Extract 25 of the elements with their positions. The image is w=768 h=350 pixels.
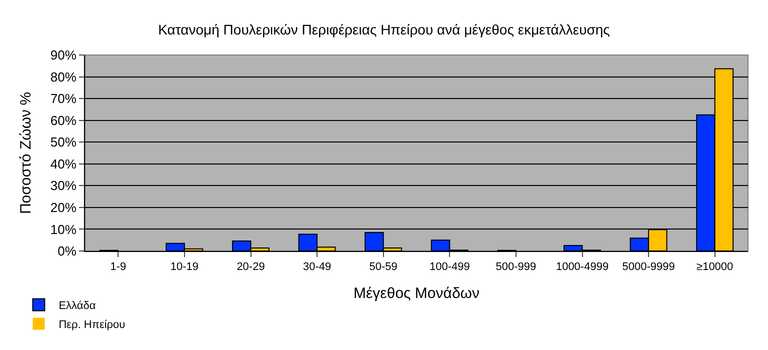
x-tick-label: 1000-4999: [556, 261, 609, 274]
x-tick-label: 5000-9999: [622, 261, 675, 274]
x-tick-label: 100-499: [429, 261, 470, 274]
x-tick-label: ≥10000: [696, 261, 734, 274]
y-tick-label: 90%: [50, 48, 77, 63]
y-tick-label: 70%: [50, 91, 77, 106]
y-tick-label: 20%: [50, 200, 77, 215]
y-tick-label: 40%: [50, 156, 77, 172]
y-tick-label: 60%: [50, 112, 77, 128]
x-tick-label: 1-9: [110, 261, 126, 274]
y-tick-label: 80%: [50, 69, 77, 84]
chart-title: Κατανομή Πουλερικών Περιφέρειας Ηπείρου ανά μέγεθος εκμετάλλευσης: [158, 21, 610, 38]
x-tick-label: 10-19: [170, 261, 199, 274]
y-tick-label: 10%: [50, 222, 77, 237]
legend-label: Περ. Ηπείρου: [58, 318, 126, 331]
y-tick-label: 0%: [58, 244, 77, 259]
x-axis-title: Μέγεθος Μονάδων: [353, 285, 480, 302]
y-tick-label: 50%: [50, 134, 77, 150]
x-tick-label: 20-29: [236, 261, 265, 274]
y-tick-label: 30%: [50, 178, 77, 194]
y-axis-title: Ποσοστό Ζώων %: [18, 92, 35, 214]
x-tick-label: 50-59: [369, 261, 398, 274]
x-tick-label: 30-49: [302, 261, 332, 274]
x-tick-label: 500-999: [496, 261, 536, 274]
legend-label: Ελλάδα: [58, 300, 96, 312]
